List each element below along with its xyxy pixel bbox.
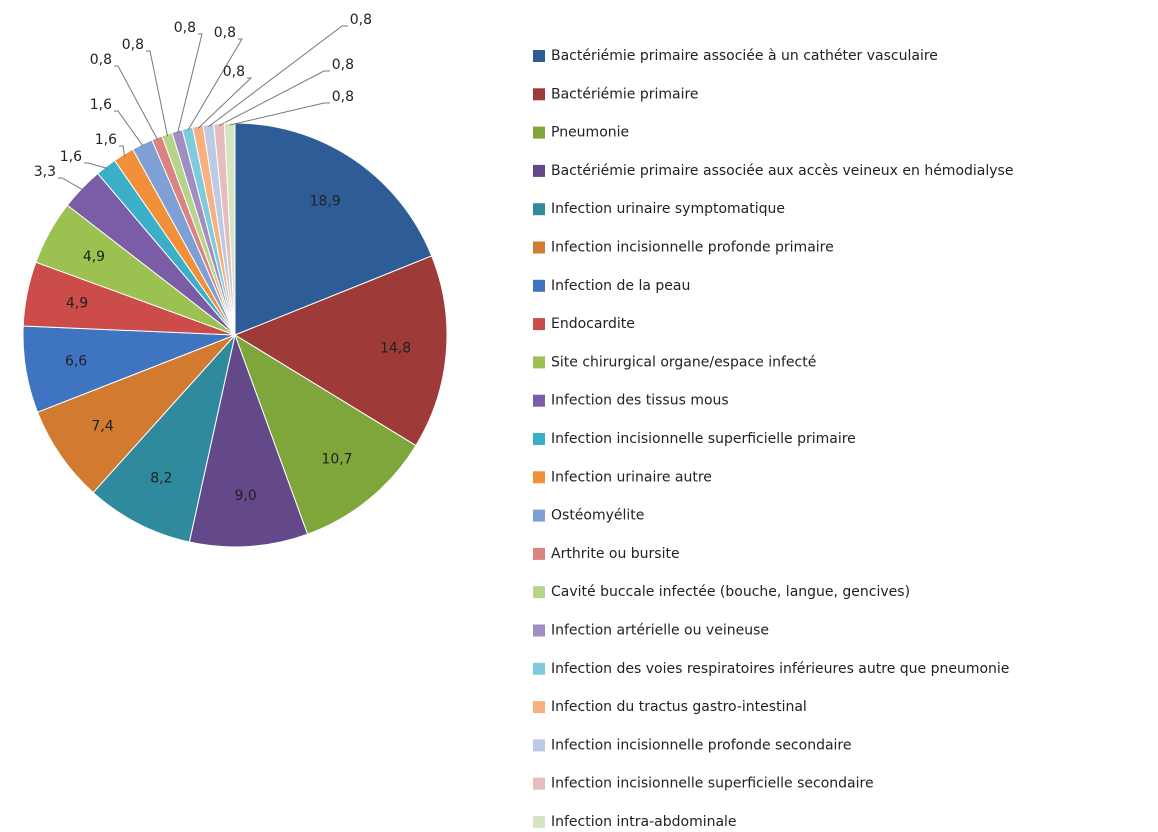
data-label: 14,8 <box>380 340 411 356</box>
pie-slice <box>36 334 236 494</box>
legend-swatch <box>533 318 545 331</box>
legend-label: Arthrite ou bursite <box>551 546 680 562</box>
leader-line <box>114 65 159 141</box>
pie-slice <box>234 333 417 535</box>
legend-swatch <box>533 701 545 714</box>
legend-swatch <box>533 279 545 292</box>
legend-swatch <box>533 816 545 828</box>
data-label: 0,8 <box>122 37 144 53</box>
legend-label: Infection artérielle ou veineuse <box>551 623 769 639</box>
data-label: 6,6 <box>65 353 87 369</box>
data-label: 8,2 <box>150 470 172 486</box>
leader-line <box>229 102 330 126</box>
legend-swatch <box>533 662 545 675</box>
legend-swatch <box>533 50 545 62</box>
data-label: 0,8 <box>90 52 112 68</box>
pie-slice <box>234 122 433 336</box>
legend-swatch <box>533 394 545 407</box>
data-label: 0,8 <box>332 89 354 105</box>
leader-line <box>58 177 84 191</box>
data-label: 7,4 <box>91 419 113 435</box>
leader-line <box>197 77 253 129</box>
data-label: 0,8 <box>350 12 372 28</box>
data-label: 1,6 <box>60 149 82 165</box>
legend-swatch <box>533 547 545 560</box>
legend-label: Infection incisionnelle superficielle pr… <box>551 431 856 447</box>
legend-swatch <box>533 356 545 369</box>
data-label: 0,8 <box>174 20 196 36</box>
legend-label: Pneumonie <box>551 125 629 141</box>
data-label: 1,6 <box>95 132 117 148</box>
data-label: 0,8 <box>223 64 245 80</box>
legend-label: Infection incisionnelle profonde seconda… <box>551 737 852 753</box>
legend-swatch <box>533 509 545 522</box>
legend-label: Site chirurgical organe/espace infecté <box>551 354 816 370</box>
pie-slice <box>188 333 309 548</box>
legend-label: Bactériémie primaire associée aux accès … <box>551 163 1013 179</box>
legend-label: Infection des tissus mous <box>551 393 729 409</box>
leader-line <box>119 145 126 157</box>
legend-label: Infection urinaire autre <box>551 469 712 485</box>
data-label: 0,8 <box>332 57 354 73</box>
pie-slice <box>92 333 236 543</box>
legend-label: Infection intra-abdominale <box>551 814 737 828</box>
leader-line <box>84 162 108 169</box>
pie-slice <box>223 122 236 336</box>
legend-swatch <box>533 471 545 484</box>
legend-label: Infection de la peau <box>551 278 690 294</box>
data-label: 10,7 <box>321 452 352 468</box>
data-label: 4,9 <box>83 249 105 265</box>
legend-swatch <box>533 739 545 752</box>
data-label: 1,6 <box>90 97 112 113</box>
legend-swatch <box>533 88 545 101</box>
data-label: 4,9 <box>66 296 88 312</box>
legend-label: Bactériémie primaire <box>551 86 699 102</box>
legend-label: Cavité buccale infectée (bouche, langue,… <box>551 584 910 600</box>
legend-label: Infection urinaire symptomatique <box>551 201 785 217</box>
legend-label: Infection du tractus gastro-intestinal <box>551 699 807 715</box>
pie-slice <box>233 255 448 447</box>
legend-swatch <box>533 164 545 177</box>
leader-line <box>146 50 169 137</box>
legend-label: Endocardite <box>551 316 635 332</box>
data-label: 18,9 <box>310 194 341 210</box>
legend-swatch <box>533 586 545 599</box>
data-label: 3,3 <box>34 164 56 180</box>
legend-label: Infection des voies respiratoires inféri… <box>551 661 1009 677</box>
legend-label: Infection incisionnelle superficielle se… <box>551 776 874 792</box>
leader-line <box>187 38 243 131</box>
legend-swatch <box>533 203 545 216</box>
legend-label: Bactériémie primaire associée à un cathé… <box>551 48 938 64</box>
legend-swatch <box>533 624 545 637</box>
legend-swatch <box>533 433 545 445</box>
legend-swatch <box>533 777 545 790</box>
data-label: 0,8 <box>214 25 236 41</box>
legend-label: Infection incisionnelle profonde primair… <box>551 240 834 256</box>
leader-line <box>208 25 348 128</box>
legend-swatch <box>533 126 545 139</box>
legend-swatch <box>533 241 545 254</box>
leader-line <box>177 33 203 134</box>
legend-label: Ostéomyélite <box>551 508 644 524</box>
data-label: 9,0 <box>234 488 256 504</box>
leader-line <box>218 70 330 127</box>
leader-line <box>114 110 144 147</box>
